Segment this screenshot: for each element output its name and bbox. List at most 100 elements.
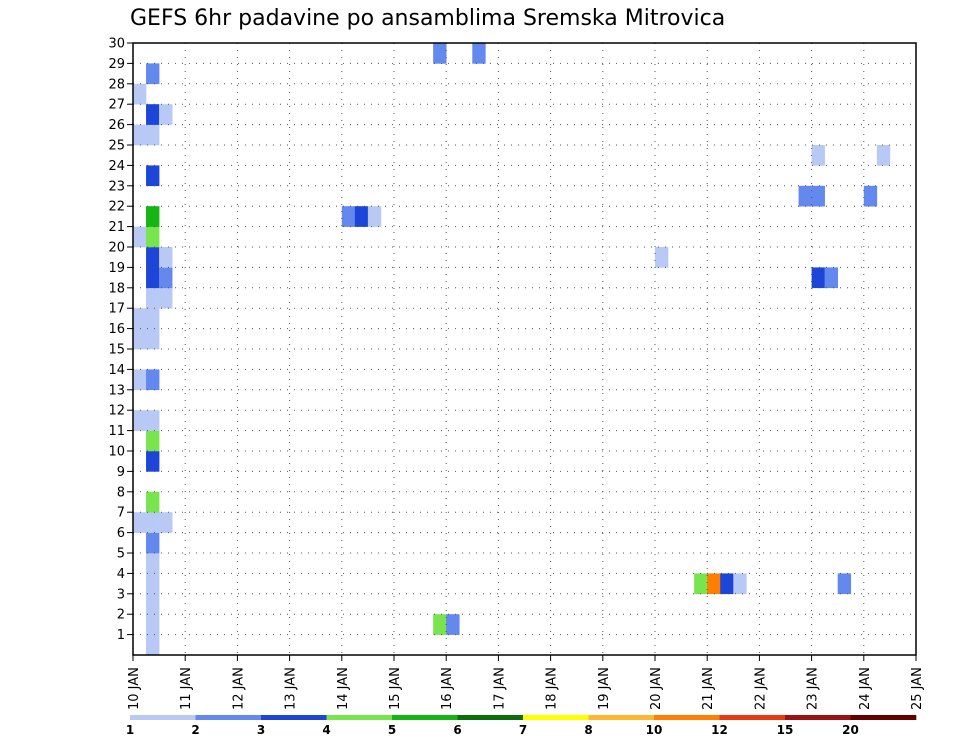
colorbar-segment (850, 715, 917, 720)
x-tick-label: 23 JAN (806, 667, 821, 710)
heatmap-cell (433, 43, 447, 64)
x-tick-label: 24 JAN (858, 667, 873, 710)
heatmap-cell (811, 185, 825, 207)
y-tick-label: 29 (108, 57, 125, 72)
heatmap-cell (146, 369, 160, 391)
y-tick-label: 27 (108, 98, 125, 113)
colorbar-label: 15 (777, 723, 794, 737)
y-tick-label: 1 (117, 628, 125, 643)
y-tick-label: 8 (117, 485, 125, 500)
y-tick-label: 16 (108, 322, 125, 337)
heatmap-cell (146, 63, 160, 85)
y-tick-label: 28 (108, 77, 125, 92)
heatmap-cell (159, 247, 173, 268)
colorbar-segment (261, 715, 327, 720)
heatmap-cell (133, 226, 147, 248)
colorbar-label: 12 (711, 723, 728, 737)
heatmap-cell (837, 573, 852, 595)
heatmap-cell (811, 145, 825, 166)
heatmap-cell (146, 165, 160, 187)
x-axis: 10 JAN 11 JAN 12 JAN 13 JAN 14 JAN 15 JAN 16 J… (127, 655, 925, 710)
heatmap-cell (876, 145, 891, 166)
heatmap-cell (133, 328, 147, 350)
colorbar-segment (457, 715, 524, 720)
x-tick-label: 19 JAN (597, 667, 612, 710)
x-tick-label: 12 JAN (231, 667, 246, 710)
heatmap-cell (863, 185, 878, 207)
y-tick-label: 24 (108, 159, 125, 174)
heatmap-cell (159, 267, 173, 289)
y-tick-label: 18 (108, 281, 125, 296)
heatmap-cell (146, 614, 160, 635)
heatmap-cell (133, 512, 147, 533)
heatmap-cell (694, 573, 708, 595)
y-tick-label: 23 (108, 179, 125, 194)
heatmap-cell (146, 573, 160, 595)
colorbar-segment (654, 715, 720, 720)
heatmap-cell (133, 308, 147, 329)
y-tick-label: 5 (117, 547, 125, 562)
heatmap-cells (133, 43, 891, 656)
x-tick-label: 20 JAN (649, 667, 664, 710)
y-tick-label: 21 (108, 220, 125, 235)
heatmap-cell (133, 369, 147, 391)
heatmap-cell (146, 410, 160, 431)
heatmap-cell (824, 267, 838, 289)
heatmap-cell (133, 124, 147, 146)
y-tick-label: 13 (108, 383, 125, 398)
grid-lines (133, 43, 916, 655)
colorbar-label: 1 (126, 723, 134, 737)
x-tick-label: 14 JAN (336, 667, 351, 710)
x-tick-label: 11 JAN (179, 667, 194, 710)
heatmap-cell (146, 287, 160, 309)
colorbar-label: 10 (646, 723, 663, 737)
heatmap-cell (341, 206, 356, 227)
y-tick-label: 25 (108, 139, 125, 154)
colorbar-segment (130, 715, 196, 720)
colorbar-label: 8 (584, 723, 592, 737)
y-tick-label: 14 (108, 363, 125, 378)
x-tick-label: 13 JAN (284, 667, 299, 710)
colorbar-label: 6 (453, 723, 461, 737)
colorbar-segment (523, 715, 589, 720)
heatmap-cell (446, 614, 460, 635)
heatmap-cell (133, 83, 147, 105)
y-tick-label: 11 (108, 424, 125, 439)
colorbar-segment (588, 715, 655, 720)
heatmap-cell (159, 512, 173, 533)
heatmap-cell (811, 267, 825, 289)
colorbar-segment (326, 715, 393, 720)
x-tick-label: 25 JAN (910, 667, 925, 710)
heatmap-cell (146, 512, 160, 533)
heatmap-cell (720, 573, 734, 595)
heatmap-cell (354, 206, 369, 227)
colorbar-segment (195, 715, 262, 720)
y-tick-label: 17 (108, 302, 125, 317)
heatmap-cell (433, 614, 447, 635)
heatmap-cell (733, 573, 747, 595)
x-tick-label: 22 JAN (753, 667, 768, 710)
y-tick-label: 3 (117, 587, 125, 602)
heatmap-cell (655, 247, 669, 268)
y-tick-label: 19 (108, 261, 125, 276)
x-tick-label: 17 JAN (492, 667, 507, 710)
colorbar-label: 2 (191, 723, 199, 737)
heatmap-cell (159, 104, 173, 125)
y-tick-label: 7 (117, 506, 125, 521)
heatmap-cell (798, 185, 812, 207)
chart-title: GEFS 6hr padavine po ansamblima Sremska … (130, 6, 725, 31)
colorbar-label: 3 (257, 723, 265, 737)
y-axis: 1234567891011121314151617181920212223242… (108, 37, 133, 643)
heatmap-cell (146, 430, 160, 452)
y-tick-label: 26 (108, 118, 125, 133)
heatmap-cell (159, 287, 173, 309)
colorbar-segment (785, 715, 851, 720)
colorbar-label: 20 (842, 723, 859, 737)
heatmap-cell (472, 43, 486, 64)
y-tick-label: 22 (108, 200, 125, 215)
y-tick-label: 9 (117, 465, 125, 480)
y-tick-label: 12 (108, 404, 125, 419)
heatmap-cell (146, 491, 160, 513)
x-tick-label: 15 JAN (388, 667, 403, 710)
